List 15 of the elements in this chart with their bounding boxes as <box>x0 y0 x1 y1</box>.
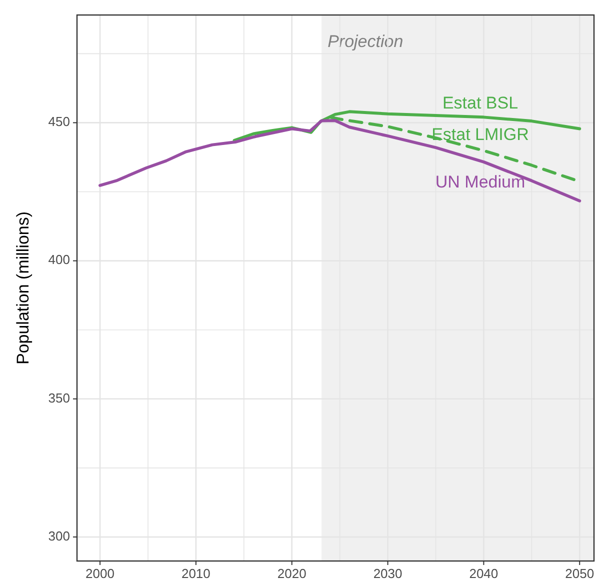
y-tick-label: 350 <box>48 390 70 406</box>
x-tick-label: 2010 <box>181 566 210 581</box>
line-series <box>98 119 582 202</box>
y-axis-title: Population (millions) <box>13 211 32 365</box>
x-tick-label: 2040 <box>469 566 498 581</box>
series-label: Estat BSL <box>442 94 518 113</box>
y-tick-label: 300 <box>48 528 70 544</box>
band-label: Projection <box>328 32 404 51</box>
y-tick-label: 400 <box>48 252 70 268</box>
x-tick-label: 2020 <box>277 566 306 581</box>
x-tick-label: 2000 <box>86 566 114 581</box>
y-tick-label: 450 <box>48 114 70 130</box>
x-tick-label: 2050 <box>565 566 594 581</box>
series-label: UN Medium <box>435 172 526 192</box>
x-tick-label: 2030 <box>373 566 402 581</box>
